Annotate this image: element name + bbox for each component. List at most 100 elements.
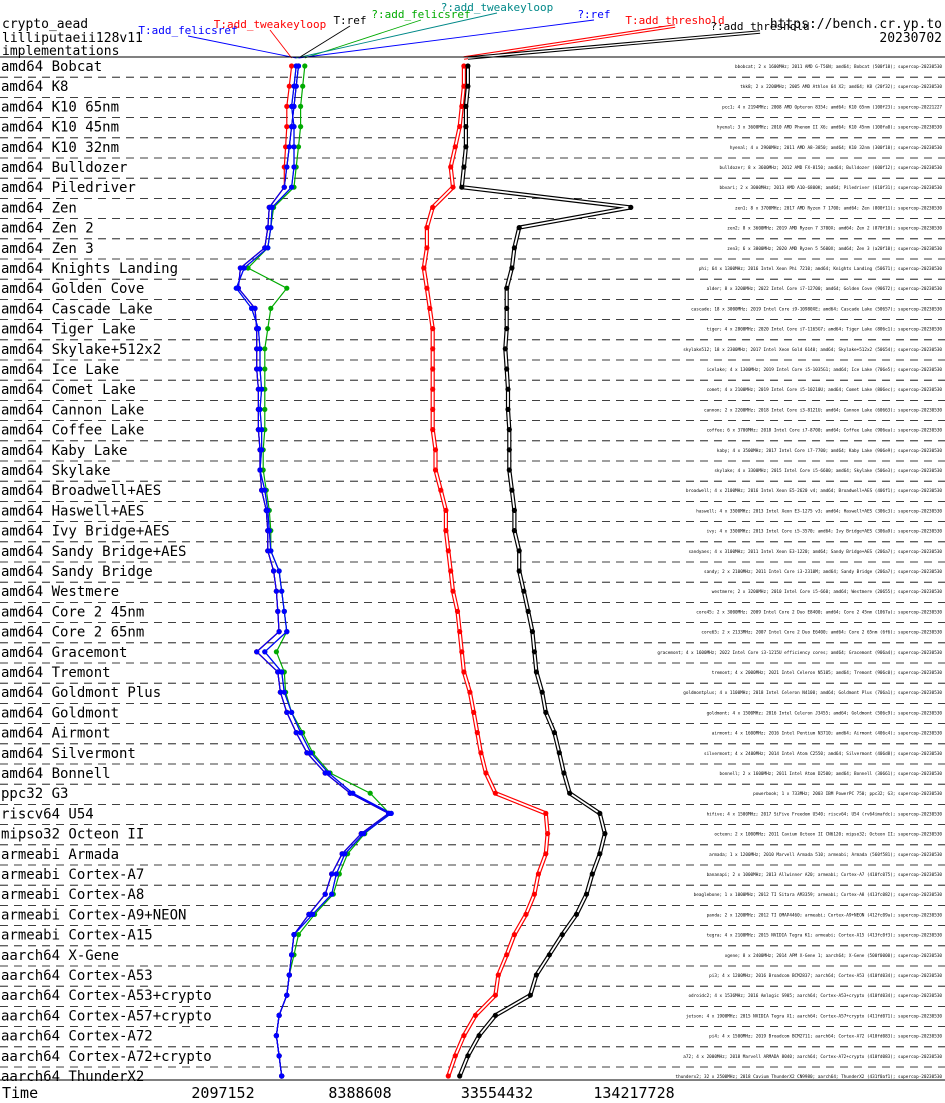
machine-note: sandy; 2 x 2100MHz; 2011 Intel Core i3-2…: [704, 569, 942, 575]
machine-note: jetson; 4 x 1900MHz; 2015 NVIDIA Tegra X…: [686, 1013, 943, 1019]
data-point: [249, 305, 255, 311]
series-?:add_tweakeyloop: [233, 63, 394, 1079]
machine-note: goldmont; 4 x 1500MHz; 2016 Intel Celero…: [707, 710, 943, 716]
machine-label: amd64 Sandy Bridge+AES: [1, 544, 186, 560]
data-point: [257, 366, 263, 372]
machine-note: westmere; 2 x 3200MHz; 2010 Intel Core i…: [712, 589, 943, 595]
data-point: [257, 406, 263, 412]
data-point: [597, 851, 603, 857]
series-T:ref: [235, 63, 392, 1079]
machine-label: amd64 Haswell+AES: [1, 503, 144, 519]
site-url: https://bench.cr.yp.to: [770, 17, 942, 32]
machine-label: amd64 Silvermont: [1, 746, 136, 762]
data-point: [476, 1033, 482, 1039]
data-point: [298, 103, 304, 109]
data-point: [304, 750, 310, 756]
data-point: [262, 406, 268, 412]
data-point: [443, 507, 449, 513]
data-point: [276, 629, 282, 635]
x-tick-label: 2097152: [191, 1084, 254, 1102]
data-point: [457, 1073, 463, 1079]
data-point: [273, 649, 279, 655]
data-point: [262, 366, 268, 372]
data-point: [543, 810, 549, 817]
data-point: [281, 608, 287, 615]
data-point: [329, 871, 335, 877]
machine-label: amd64 Westmere: [1, 584, 119, 600]
series-T:add_tweakeyloop: [235, 63, 392, 1079]
series-line: [457, 66, 632, 1077]
data-point: [298, 124, 304, 130]
machine-label: amd64 Cannon Lake: [1, 402, 144, 418]
machine-label: amd64 Zen 3: [1, 241, 94, 257]
machine-note: a72; 4 x 2000MHz; 2018 Marvell ARMADA 80…: [683, 1054, 942, 1060]
machine-label: armeabi Cortex-A9+NEON: [1, 907, 186, 923]
data-point: [438, 487, 444, 493]
machine-note: bonnell; 2 x 1600MHz; 2011 Intel Atom D2…: [720, 771, 943, 777]
data-point: [275, 608, 281, 615]
data-point: [448, 164, 454, 170]
data-point: [531, 891, 538, 897]
machine-label: ppc32 G3: [1, 786, 68, 802]
machine-label: amd64 Tiger Lake: [1, 322, 136, 338]
data-point: [291, 83, 297, 89]
data-point: [291, 144, 297, 150]
data-point: [472, 1012, 479, 1019]
data-point: [281, 689, 287, 695]
machine-label: armeabi Cortex-A15: [1, 928, 153, 944]
data-point: [273, 1033, 279, 1039]
machine-note: bulldozer; 8 x 3600MHz; 2012 AMD FX-8150…: [720, 165, 943, 171]
data-point: [546, 952, 553, 958]
machine-note: xgene; 8 x 2400MHz; 2014 APM X-Gene 1; a…: [725, 953, 943, 959]
data-point: [505, 406, 511, 412]
machine-label: aarch64 Cortex-A57+crypto: [1, 1008, 212, 1024]
data-point: [561, 770, 567, 776]
data-point: [262, 487, 268, 493]
series-line: [235, 65, 393, 1077]
data-point: [342, 851, 348, 857]
data-point: [284, 992, 290, 998]
data-point: [262, 649, 268, 655]
data-point: [628, 204, 634, 210]
data-point: [388, 810, 394, 817]
machine-note: comet; 4 x 2100MHz; 2019 Intel Core i5-1…: [707, 387, 943, 393]
data-point: [281, 184, 287, 190]
data-point: [262, 346, 268, 352]
machine-label: aarch64 Cortex-A72+crypto: [1, 1049, 212, 1065]
machine-label: armeabi Armada: [1, 847, 119, 863]
machine-labels: amd64 Bobcat amd64 K8 amd64 K10 65nm amd64 …: [1, 59, 212, 1085]
machine-label: amd64 Gracemont: [1, 645, 127, 661]
data-point: [257, 467, 263, 473]
data-point: [450, 184, 456, 190]
series-line: [247, 65, 391, 1077]
data-point: [461, 83, 467, 89]
data-point: [504, 305, 510, 311]
data-point: [531, 649, 538, 655]
machine-label: amd64 Goldmont: [1, 705, 119, 721]
legend-label: T:add_felicsref: [138, 24, 237, 37]
data-point: [273, 588, 279, 594]
legend-label: T:add_threshold: [625, 14, 724, 27]
data-point: [506, 427, 512, 433]
data-point: [271, 568, 277, 574]
machine-note: skylake; 4 x 3300MHz; 2015 Intel Core i5…: [714, 468, 942, 474]
data-point: [492, 992, 498, 998]
machine-note: armada; 1 x 1200MHz; 2010 Marvell Armada…: [709, 852, 942, 858]
data-point: [461, 164, 467, 170]
series-line: [237, 65, 390, 1077]
machine-note: alder; 8 x 3200MHz; 2022 Intel Core i7-1…: [707, 286, 943, 292]
data-point: [505, 386, 511, 392]
data-point: [430, 346, 436, 352]
grid: [0, 56, 945, 1081]
data-point: [529, 629, 536, 635]
data-point: [241, 265, 247, 271]
machine-note: panda; 2 x 1200MHz; 2012 TI OMAP4460; ar…: [707, 912, 943, 918]
title-line-3: implementations: [2, 44, 119, 59]
data-point: [430, 386, 436, 392]
machine-label: amd64 Skylake+512x2: [1, 342, 161, 358]
data-point: [277, 689, 283, 695]
data-point: [289, 709, 295, 716]
data-point: [275, 669, 281, 675]
x-tick-label: 33554432: [461, 1084, 533, 1102]
machine-label: amd64 Tremont: [1, 665, 111, 681]
